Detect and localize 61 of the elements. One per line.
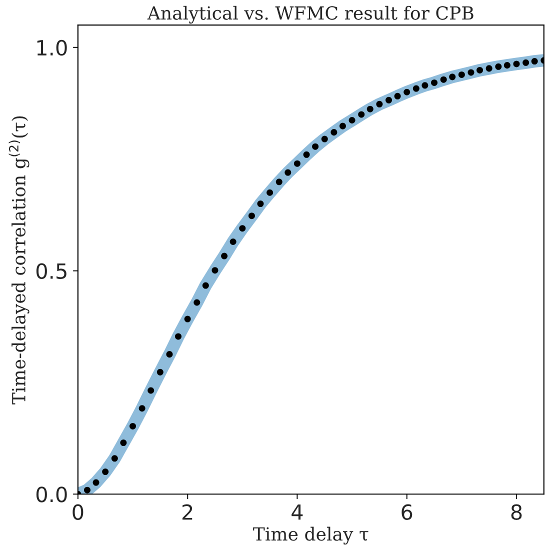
point xyxy=(138,405,146,412)
point xyxy=(348,117,356,124)
point xyxy=(339,122,346,130)
point xyxy=(156,368,164,376)
x-tick-label: 6 xyxy=(402,504,412,520)
point xyxy=(148,387,154,394)
point xyxy=(495,63,502,70)
point xyxy=(449,74,456,80)
point xyxy=(376,100,383,108)
point xyxy=(504,62,510,69)
point xyxy=(404,88,410,96)
point xyxy=(468,69,474,76)
point xyxy=(458,71,465,78)
point xyxy=(248,212,255,220)
point xyxy=(431,79,438,86)
x-axis-title: Time delay τ xyxy=(253,526,368,545)
point xyxy=(175,333,182,340)
point xyxy=(239,225,246,232)
y-tick-label: 1.0 xyxy=(37,40,67,56)
x-tick-label: 8 xyxy=(511,504,522,520)
point xyxy=(130,422,136,430)
point xyxy=(184,316,191,322)
point xyxy=(422,82,428,89)
y-tick-label: 0.0 xyxy=(36,486,67,502)
point xyxy=(386,96,392,104)
point xyxy=(276,178,282,186)
point xyxy=(330,129,338,136)
point xyxy=(321,136,328,142)
point xyxy=(476,66,484,74)
y-axis-title: Time-delayed correlation g$^{(2)}$(τ) xyxy=(8,116,30,404)
point xyxy=(412,85,420,92)
point xyxy=(486,65,492,72)
point xyxy=(120,440,127,446)
point xyxy=(531,58,538,65)
point xyxy=(358,111,365,118)
point xyxy=(111,455,118,462)
point xyxy=(102,468,109,476)
point xyxy=(513,60,520,68)
point xyxy=(257,200,264,208)
point xyxy=(440,76,447,83)
x-tick-label: 4 xyxy=(292,504,303,520)
point xyxy=(92,479,100,486)
point xyxy=(303,151,310,158)
point xyxy=(221,252,228,260)
point xyxy=(230,238,236,246)
point xyxy=(212,267,218,274)
chart-title: Analytical vs. WFMC result for CPB xyxy=(147,6,474,24)
point xyxy=(394,92,401,100)
point xyxy=(522,59,530,66)
point xyxy=(194,299,200,306)
point xyxy=(266,189,274,196)
point xyxy=(366,106,374,112)
point xyxy=(84,486,91,494)
y-tick-label: 0.5 xyxy=(36,263,66,279)
point xyxy=(166,351,173,358)
x-tick-label: 0 xyxy=(72,504,84,520)
point xyxy=(202,282,209,289)
point xyxy=(284,169,292,176)
point xyxy=(294,160,300,167)
point xyxy=(312,143,319,150)
x-tick-label: 2 xyxy=(182,504,192,520)
